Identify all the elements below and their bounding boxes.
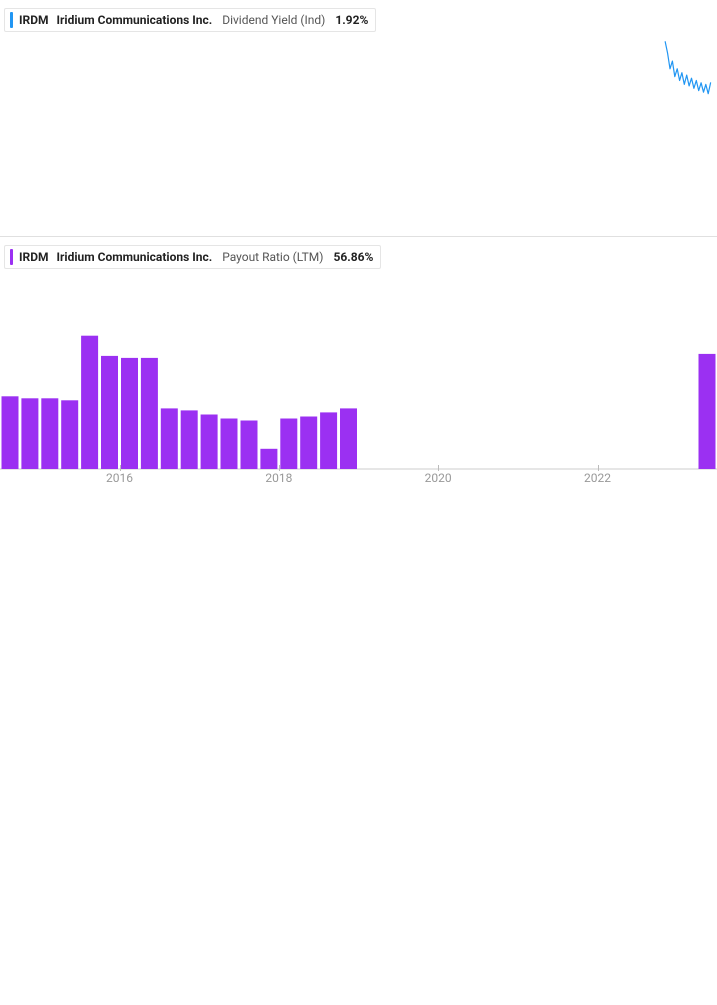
x-tick-label: 2022 bbox=[584, 471, 611, 485]
payout-ratio-bar bbox=[340, 408, 357, 469]
payout-ratio-bar bbox=[181, 410, 198, 469]
payout-ratio-bar bbox=[300, 417, 317, 470]
metric-value: 1.92% bbox=[335, 13, 368, 27]
dividend-yield-chart bbox=[0, 0, 717, 236]
metric-value: 56.86% bbox=[333, 250, 373, 264]
metric-label: Payout Ratio (LTM) bbox=[222, 250, 323, 264]
payout-ratio-bar bbox=[699, 354, 716, 469]
x-tick-label: 2016 bbox=[106, 471, 133, 485]
dividend-yield-line bbox=[665, 42, 710, 94]
x-axis: 2016 2018 2020 2022 bbox=[0, 469, 717, 499]
legend-box-dividend-yield: IRDM Iridium Communications Inc. Dividen… bbox=[4, 8, 376, 32]
company-label: Iridium Communications Inc. bbox=[57, 250, 213, 264]
x-tick-label: 2018 bbox=[265, 471, 292, 485]
payout-ratio-bar bbox=[260, 449, 277, 469]
legend-color-bar bbox=[10, 12, 13, 28]
payout-ratio-bar bbox=[280, 419, 297, 470]
payout-ratio-bar bbox=[41, 398, 58, 469]
legend-color-bar bbox=[10, 249, 13, 265]
metric-label: Dividend Yield (Ind) bbox=[222, 13, 325, 27]
payout-ratio-bar bbox=[201, 415, 218, 470]
ticker-label: IRDM bbox=[19, 250, 49, 264]
payout-ratio-bar bbox=[221, 419, 238, 470]
payout-ratio-bar bbox=[21, 398, 38, 469]
x-tick-label: 2020 bbox=[425, 471, 452, 485]
payout-ratio-chart bbox=[0, 237, 717, 497]
dividend-yield-panel: IRDM Iridium Communications Inc. Dividen… bbox=[0, 0, 717, 237]
payout-ratio-bar bbox=[2, 396, 19, 469]
payout-ratio-bar bbox=[81, 336, 98, 469]
payout-ratio-bar bbox=[161, 408, 178, 469]
payout-ratio-bar bbox=[141, 358, 158, 469]
payout-ratio-bar bbox=[320, 412, 337, 469]
legend-box-payout-ratio: IRDM Iridium Communications Inc. Payout … bbox=[4, 245, 381, 269]
payout-ratio-panel: IRDM Iridium Communications Inc. Payout … bbox=[0, 237, 717, 497]
company-label: Iridium Communications Inc. bbox=[57, 13, 213, 27]
ticker-label: IRDM bbox=[19, 13, 49, 27]
payout-ratio-bar bbox=[101, 356, 118, 469]
payout-ratio-bar bbox=[241, 421, 258, 470]
payout-ratio-bar bbox=[61, 400, 78, 469]
payout-ratio-bar bbox=[121, 358, 138, 469]
